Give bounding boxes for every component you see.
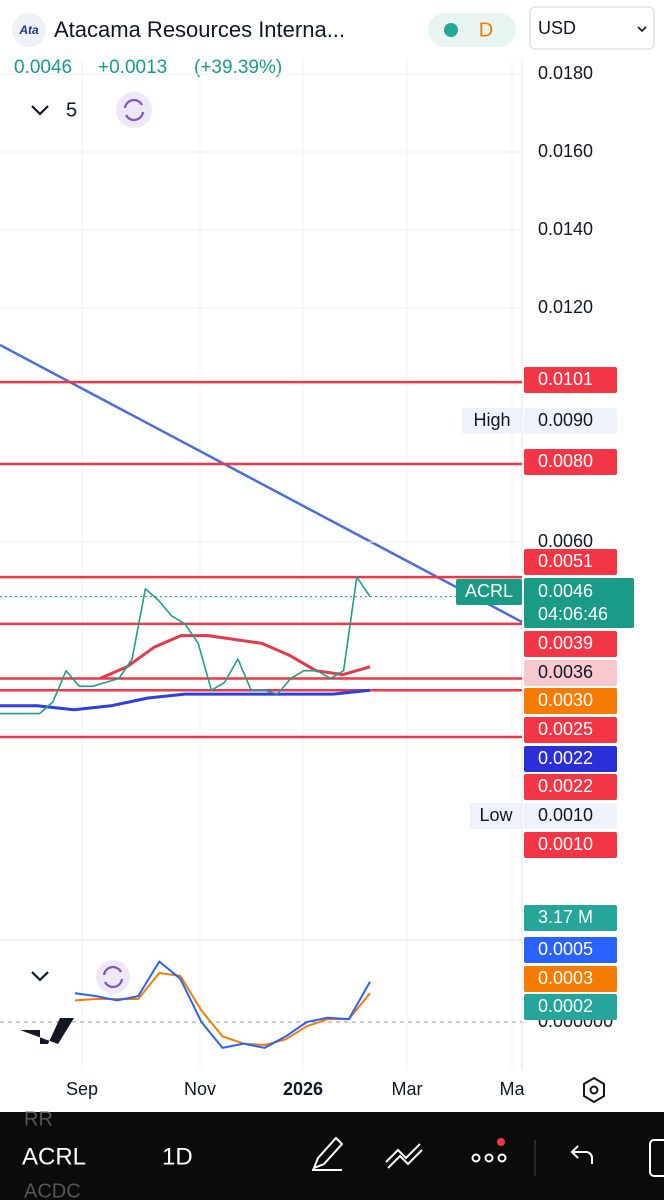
level-label: 0.0010 xyxy=(538,834,593,854)
price-tick-label: 0.0060 xyxy=(538,531,593,551)
level-label-box xyxy=(524,449,617,475)
notification-dot xyxy=(497,1138,505,1146)
trendline xyxy=(0,343,523,624)
oscillator-label-box xyxy=(524,966,617,992)
level-label-box xyxy=(524,367,617,393)
price-line xyxy=(0,576,371,715)
toolbar-symbol[interactable]: ACRL xyxy=(22,1143,86,1170)
symbol-title[interactable]: Atacama Resources Interna... xyxy=(54,17,345,42)
volume-label-box xyxy=(524,905,617,931)
oscillator-label: 0.0002 xyxy=(538,996,593,1016)
oscillator-label: 0.0003 xyxy=(538,968,593,988)
background-label: ACDC xyxy=(24,1180,81,1200)
quote-change-pct: (+39.39%) xyxy=(194,57,282,78)
time-label: Mar xyxy=(392,1079,423,1099)
logo[interactable] xyxy=(12,13,46,47)
high-value: 0.0090 xyxy=(538,410,593,430)
draw-tool[interactable] xyxy=(312,1136,344,1171)
refresh-button[interactable] xyxy=(116,92,152,128)
vertical-grid xyxy=(81,60,513,1070)
currency-text: USD xyxy=(538,18,576,38)
indicator-tool[interactable] xyxy=(385,1143,423,1169)
ma-blue xyxy=(0,688,371,712)
high-value-box xyxy=(524,408,617,434)
tv-logo xyxy=(20,1018,74,1044)
indicator-count: 5 xyxy=(66,99,77,121)
price-tick-label: 0.0140 xyxy=(538,219,593,239)
more-dot xyxy=(484,1153,494,1163)
level-label-box xyxy=(524,549,617,575)
level-label: 0.0101 xyxy=(538,369,593,389)
fullscreen-button[interactable] xyxy=(649,1139,664,1177)
level-label-box xyxy=(524,774,617,800)
volume-label: 3.17 M xyxy=(538,907,593,927)
last-symbol: ACRL xyxy=(465,581,513,601)
ma-label-box xyxy=(524,746,617,772)
oscillator-label-box xyxy=(524,994,617,1020)
level-label: 0.0080 xyxy=(538,451,593,471)
low-tag xyxy=(470,803,522,829)
low-label: Low xyxy=(479,805,513,825)
time-label: Sep xyxy=(66,1079,98,1099)
ma-label-box xyxy=(524,688,617,714)
market-status-dot xyxy=(444,23,458,37)
toolbar-interval[interactable]: 1D xyxy=(162,1143,193,1170)
oscillator-label-box xyxy=(524,937,617,963)
oscillator-blue xyxy=(74,960,371,1049)
level-label-box xyxy=(524,631,617,657)
delay-badge: D xyxy=(479,19,493,41)
price-tick-label: 0.0180 xyxy=(538,63,593,83)
more-dot[interactable] xyxy=(471,1153,481,1163)
settings-icon-center xyxy=(589,1085,599,1095)
last-box xyxy=(524,578,634,628)
ma-label-box xyxy=(524,660,617,686)
more-dot xyxy=(497,1153,507,1163)
level-label: 0.0025 xyxy=(538,719,593,739)
ma-label: 0.0036 xyxy=(538,662,593,682)
countdown: 04:06:46 xyxy=(538,604,608,624)
time-label: Ma xyxy=(499,1079,525,1099)
level-label: 0.0039 xyxy=(538,633,593,653)
price-tick-label: 0.0160 xyxy=(538,141,593,161)
high-tag xyxy=(462,408,522,434)
level-label-box xyxy=(524,832,617,858)
refresh-icon xyxy=(123,98,145,122)
ma-label: 0.0022 xyxy=(538,748,593,768)
refresh-icon xyxy=(102,965,124,989)
ma-label: 0.0030 xyxy=(538,690,593,710)
ma-red xyxy=(99,634,371,680)
time-label: Nov xyxy=(184,1079,216,1099)
collapse-indicators[interactable] xyxy=(31,105,49,116)
low-value: 0.0010 xyxy=(538,805,593,825)
level-label: 0.0022 xyxy=(538,776,593,796)
status-pill[interactable] xyxy=(428,13,516,47)
price-tick-label: 0.0120 xyxy=(538,297,593,317)
level-label-box xyxy=(524,717,617,743)
high-label: High xyxy=(473,410,510,430)
collapse-oscillator[interactable] xyxy=(31,971,49,982)
currency-select[interactable] xyxy=(529,6,655,50)
time-label: 2026 xyxy=(283,1079,323,1099)
select-chevron xyxy=(637,26,647,33)
level-label: 0.0051 xyxy=(538,551,593,571)
background-label: RR xyxy=(24,1108,53,1130)
oscillator-refresh[interactable] xyxy=(96,960,130,994)
quote-price: 0.0046 xyxy=(14,57,72,78)
logo-text: Ata xyxy=(18,23,39,37)
quote-change: +0.0013 xyxy=(98,57,167,78)
last-price: 0.0046 xyxy=(538,581,593,601)
oscillator-label: 0.0005 xyxy=(538,939,593,959)
undo-button[interactable] xyxy=(570,1145,593,1164)
settings-icon[interactable] xyxy=(583,1076,605,1104)
last-tag xyxy=(456,579,522,605)
low-value-box xyxy=(524,803,617,829)
